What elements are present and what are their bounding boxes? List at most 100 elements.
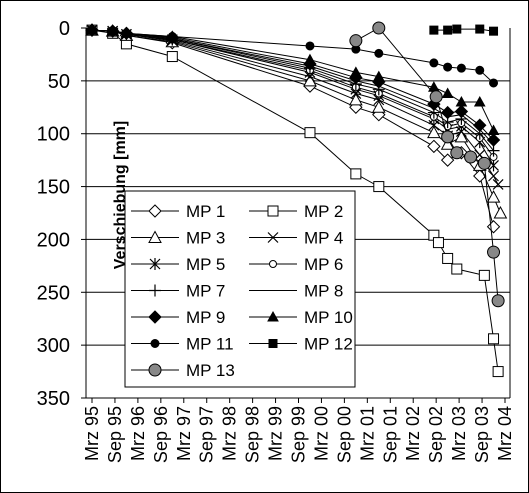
legend-marker-mp-6: [269, 260, 277, 268]
data-point-mp-3: [427, 125, 441, 139]
data-point-mp-4: [492, 179, 504, 190]
legend-entry-mp-4: MP 4: [249, 229, 343, 248]
data-point-mp-12: [489, 26, 499, 36]
data-point-mp-13: [491, 294, 505, 308]
data-point-mp-11: [475, 65, 485, 75]
data-point-mp-11: [167, 31, 177, 41]
data-point-mp-11: [87, 25, 97, 35]
x-tick-label: Mrz 00: [311, 406, 331, 461]
data-point-mp-10: [350, 66, 362, 77]
legend-marker-mp-11: [150, 339, 160, 348]
data-point-mp-13: [441, 130, 455, 144]
data-point-mp-4: [488, 170, 499, 182]
data-point-mp-11: [121, 28, 131, 38]
y-tick-label: 150: [37, 177, 70, 199]
legend-entry-mp-7: MP 7: [131, 282, 225, 301]
data-point-mp-10: [455, 95, 468, 107]
data-point-mp-12: [429, 25, 439, 35]
legend-label-mp-4: MP 4: [304, 229, 343, 248]
x-tick-label: Sep 97: [197, 406, 217, 463]
data-point-mp-13: [450, 146, 464, 160]
data-point-mp-1: [427, 139, 441, 154]
x-tick-label: Mrz 03: [449, 406, 469, 461]
legend-box: [124, 190, 356, 388]
data-point-mp-3: [493, 205, 508, 219]
data-point-mp-13: [429, 90, 443, 104]
legend-label-mp-5: MP 5: [186, 255, 225, 274]
legend-label-mp-6: MP 6: [304, 255, 343, 274]
legend-label-mp-9: MP 9: [186, 308, 225, 327]
legend-entry-mp-6: MP 6: [249, 255, 343, 274]
x-tick-label: Mrz 95: [82, 406, 102, 461]
y-tick-label: 0: [59, 18, 70, 40]
x-tick-label: Sep 02: [426, 406, 446, 463]
x-tick-label: Sep 95: [105, 406, 125, 463]
data-point-mp-11: [489, 78, 499, 88]
data-point-mp-2: [166, 51, 178, 63]
data-point-mp-12: [443, 25, 453, 35]
legend-marker-mp-10: [267, 310, 279, 322]
data-point-mp-3: [486, 190, 501, 203]
legend-label-mp-7: MP 7: [186, 282, 225, 301]
data-point-mp-9: [473, 118, 487, 132]
y-tick-labels: 0 50 100 150 200 250 300 350: [37, 18, 70, 410]
series-mp-2: [86, 24, 504, 378]
legend-marker-mp-13: [148, 363, 162, 377]
axes: [81, 27, 511, 403]
legend-entry-mp-2: MP 2: [249, 202, 343, 221]
legend: MP 1 MP 2 MP 3 MP 4 MP 5 MP 6 MP 7 MP 8 MP 9 MP 1…: [124, 190, 356, 388]
data-point-mp-11: [443, 62, 453, 72]
legend-label-mp-1: MP 1: [186, 202, 225, 221]
legend-entry-mp-11: MP 11: [131, 335, 234, 354]
data-point-mp-9: [486, 133, 501, 147]
data-point-mp-11: [305, 41, 315, 51]
y-tick-label: 350: [37, 388, 70, 410]
x-tick-label: Sep 03: [472, 406, 492, 463]
y-tick-label: 250: [37, 282, 70, 304]
data-point-mp-11: [429, 58, 439, 68]
legend-entry-mp-3: MP 3: [131, 229, 225, 248]
data-point-mp-2: [492, 366, 504, 378]
data-point-mp-2: [442, 252, 454, 264]
data-point-mp-2: [373, 181, 385, 193]
data-point-mp-10: [304, 53, 316, 65]
x-tick-label: Sep 96: [151, 406, 171, 463]
data-point-mp-13: [477, 156, 491, 170]
legend-marker-mp-4: [267, 232, 279, 243]
legend-marker-mp-12: [268, 339, 278, 348]
data-point-mp-10: [487, 124, 500, 136]
data-point-mp-13: [349, 34, 363, 48]
data-point-mp-13: [487, 245, 501, 259]
data-point-mp-13: [372, 21, 386, 35]
legend-label-mp-11: MP 11: [186, 335, 234, 354]
legend-label-mp-8: MP 8: [304, 282, 343, 301]
x-tick-label: Sep 98: [243, 406, 263, 463]
data-point-mp-10: [441, 87, 454, 99]
x-tick-labels: Mrz 95 Sep 95 Mrz 96 Sep 96 Mrz 97 Sep 97 Mrz …: [82, 406, 515, 463]
data-point-mp-9: [440, 105, 455, 120]
x-tick-label: Mrz 97: [174, 406, 194, 461]
legend-entry-mp-12: MP 12: [249, 335, 353, 354]
legend-marker-mp-7: [149, 284, 161, 297]
x-tick-label: Sep 00: [334, 406, 354, 463]
data-point-mp-11: [108, 26, 118, 36]
x-tick-label: Mrz 04: [495, 406, 515, 461]
legend-marker-mp-9: [148, 310, 162, 324]
y-tick-label: 50: [48, 71, 70, 93]
data-point-mp-3: [349, 92, 363, 106]
series-mp-13: [349, 21, 505, 308]
legend-marker-mp-2: [267, 205, 279, 217]
x-tick-label: Mrz 98: [220, 406, 240, 461]
legend-entry-mp-9: MP 9: [131, 308, 225, 327]
data-point-mp-10: [473, 95, 486, 107]
legend-label-mp-13: MP 13: [186, 361, 235, 380]
data-point-mp-3: [454, 129, 469, 143]
data-point-mp-2: [304, 127, 316, 139]
data-point-mp-13: [464, 150, 478, 164]
y-tick-label: 300: [37, 335, 70, 357]
data-point-mp-11: [456, 63, 466, 73]
data-point-mp-3: [440, 137, 455, 150]
legend-entry-mp-13: MP 13: [131, 361, 235, 380]
data-point-mp-12: [475, 24, 485, 34]
